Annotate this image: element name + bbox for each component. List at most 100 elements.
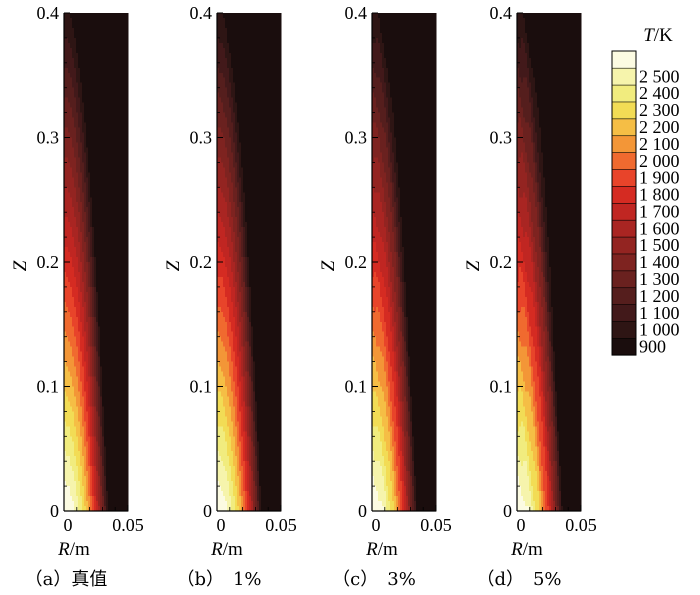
contour-cell [100, 471, 103, 477]
contour-cell [231, 72, 234, 79]
contour-cell [261, 217, 264, 223]
contour-cell [74, 456, 77, 462]
contour-cell [265, 132, 268, 138]
contour-cell [64, 13, 67, 19]
contour-cell [106, 222, 109, 228]
contour-cell [72, 391, 75, 397]
contour-cell [106, 72, 109, 79]
contour-cell [108, 72, 111, 79]
contour-cell [265, 187, 268, 193]
contour-cell [116, 137, 119, 143]
contour-cell [80, 321, 83, 328]
contour-cell [80, 471, 83, 477]
contour-cell [74, 421, 77, 427]
contour-cell [78, 406, 81, 412]
contour-cell [66, 32, 69, 39]
contour-cell [74, 212, 77, 218]
contour-cell [271, 232, 274, 238]
contour-cell [245, 262, 248, 268]
contour-cell [64, 441, 67, 447]
contour-cell [112, 232, 115, 238]
contour-cell [253, 17, 256, 24]
contour-cell [100, 187, 103, 193]
contour-cell [80, 162, 83, 168]
contour-cell [271, 177, 274, 183]
contour-cell [251, 271, 254, 278]
contour-cell [277, 137, 280, 143]
contour-cell [82, 72, 85, 79]
contour-cell [273, 217, 276, 223]
contour-cell [239, 271, 242, 278]
contour-cell [88, 227, 91, 233]
contour-cell [102, 431, 105, 437]
contour-cell [84, 496, 87, 502]
contour-cell [114, 336, 117, 343]
contour-cell [227, 276, 230, 283]
contour-cell [90, 356, 93, 362]
contour-cell [74, 406, 77, 412]
contour-cell [249, 182, 252, 188]
contour-cell [217, 42, 220, 49]
contour-cell [275, 102, 278, 109]
contour-cell [86, 67, 89, 74]
contour-cell [86, 431, 89, 437]
contour-cell [88, 276, 91, 283]
contour-cell [227, 87, 230, 94]
contour-cell [112, 396, 115, 402]
contour-cell [120, 157, 123, 163]
contour-cell [104, 37, 107, 44]
contour-cell [118, 147, 121, 153]
contour-cell [108, 266, 111, 273]
contour-cell [106, 47, 109, 54]
contour-cell [100, 152, 103, 158]
contour-cell [225, 82, 228, 89]
contour-cell [279, 197, 282, 203]
contour-cell [98, 301, 101, 308]
contour-cell [108, 411, 111, 417]
contour-cell [98, 411, 101, 417]
contour-cell [112, 137, 115, 143]
contour-cell [124, 137, 127, 143]
contour-cell [102, 237, 105, 243]
contour-cell [273, 162, 276, 168]
contour-cell [223, 257, 226, 263]
contour-cell [94, 152, 97, 158]
contour-cell [84, 47, 87, 54]
contour-cell [269, 262, 272, 268]
contour-cell [120, 436, 123, 442]
contour-cell [88, 426, 91, 432]
contour-cell [233, 281, 236, 288]
contour-cell [116, 237, 119, 243]
contour-cell [245, 281, 248, 288]
contour-cell [275, 266, 278, 273]
contour-cell [108, 247, 111, 253]
contour-cell [124, 42, 127, 49]
contour-cell [229, 27, 232, 34]
contour-cell [257, 82, 260, 89]
contour-cell [225, 232, 228, 238]
contour-cell [255, 167, 258, 173]
contour-cell [94, 381, 97, 387]
contour-cell [64, 316, 67, 323]
contour-cell [80, 22, 83, 29]
contour-cell [96, 371, 99, 377]
contour-cell [90, 316, 93, 323]
contour-cell [90, 301, 93, 308]
contour-cell [88, 147, 91, 153]
contour-cell [261, 212, 264, 218]
contour-cell [237, 192, 240, 198]
contour-cell [241, 57, 244, 64]
contour-cell [247, 227, 250, 233]
contour-cell [120, 132, 123, 138]
contour-cell [64, 296, 67, 303]
contour-cell [257, 177, 260, 183]
contour-cell [108, 466, 111, 472]
contour-cell [233, 32, 236, 39]
contour-cell [68, 72, 71, 79]
contour-cell [273, 202, 276, 208]
contour-cell [267, 52, 270, 59]
contour-cell [265, 57, 268, 64]
contour-cell [84, 451, 87, 457]
contour-cell [86, 212, 89, 218]
contour-cell [223, 247, 226, 253]
